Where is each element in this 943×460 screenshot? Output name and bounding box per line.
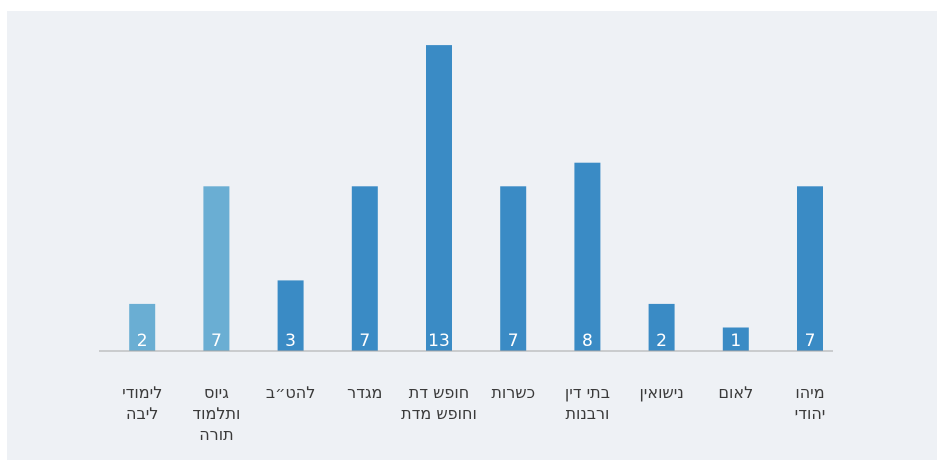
- bar-5: [426, 45, 452, 351]
- category-label-5: חופש דת וחופש מדת: [401, 383, 477, 423]
- category-label-1: לאום: [718, 383, 753, 402]
- bar-value-label-9: 2: [137, 331, 148, 351]
- category-label-line: לימודי: [122, 383, 162, 402]
- bar-value-label-4: 7: [508, 331, 519, 351]
- category-label-line: לאום: [718, 383, 753, 402]
- category-label-line: ותלמוד: [192, 404, 240, 423]
- category-label-line: יהודי: [795, 404, 826, 423]
- bar-value-label-8: 7: [211, 331, 222, 351]
- category-label-line: מגדר: [347, 383, 382, 402]
- bar-9: [129, 303, 156, 351]
- category-label-0: מיהו יהודי: [795, 383, 826, 423]
- bar-chart: 7 1 2 8 7 13 7 3 7 2 מיהו יהודי לאום נישואין בתי דין ו…: [99, 45, 833, 444]
- category-label-line: מיהו: [795, 383, 824, 402]
- bar-0: [797, 186, 823, 351]
- category-label-line: וחופש מדת: [401, 404, 477, 423]
- category-label-line: ורבנות: [565, 404, 609, 423]
- category-label-line: גיוס: [204, 383, 229, 402]
- category-label-7: להט״ב: [266, 383, 315, 402]
- category-label-2: נישואין: [639, 383, 683, 402]
- bar-value-label-5: 13: [428, 331, 450, 351]
- category-label-3: בתי דין ורבנות: [565, 383, 610, 423]
- bar-7: [277, 280, 304, 351]
- category-label-line: חופש דת: [409, 383, 469, 402]
- category-label-8: גיוס ותלמוד תורה: [192, 383, 240, 444]
- category-label-9: לימודי ליבה: [122, 383, 162, 423]
- bar-8: [203, 186, 230, 351]
- category-label-line: תורה: [199, 425, 233, 444]
- bar-3: [574, 162, 601, 351]
- bar-value-label-1: 1: [730, 331, 741, 351]
- chart-panel: 7 1 2 8 7 13 7 3 7 2 מיהו יהודי לאום נישואין בתי דין ו…: [7, 11, 937, 460]
- category-label-line: נישואין: [639, 383, 683, 402]
- bar-1: [722, 327, 749, 351]
- bar-value-label-0: 7: [805, 331, 816, 351]
- bar-value-label-6: 7: [359, 331, 370, 351]
- category-label-line: כשרות: [491, 383, 535, 402]
- category-label-line: להט״ב: [266, 383, 315, 402]
- category-label-line: בתי דין: [565, 383, 610, 402]
- bar-value-label-7: 3: [285, 331, 296, 351]
- category-label-6: מגדר: [347, 383, 382, 402]
- category-label-line: ליבה: [126, 404, 158, 423]
- bar-value-label-3: 8: [582, 331, 593, 351]
- bar-2: [648, 303, 675, 351]
- bar-6: [351, 186, 378, 351]
- bar-value-label-2: 2: [656, 331, 667, 351]
- category-labels-layer: מיהו יהודי לאום נישואין בתי דין ורבנות כשרות חו…: [122, 383, 825, 444]
- category-label-4: כשרות: [491, 383, 535, 402]
- bar-4: [500, 186, 527, 351]
- bars-layer: 7 1 2 8 7 13 7 3 7 2: [129, 45, 823, 351]
